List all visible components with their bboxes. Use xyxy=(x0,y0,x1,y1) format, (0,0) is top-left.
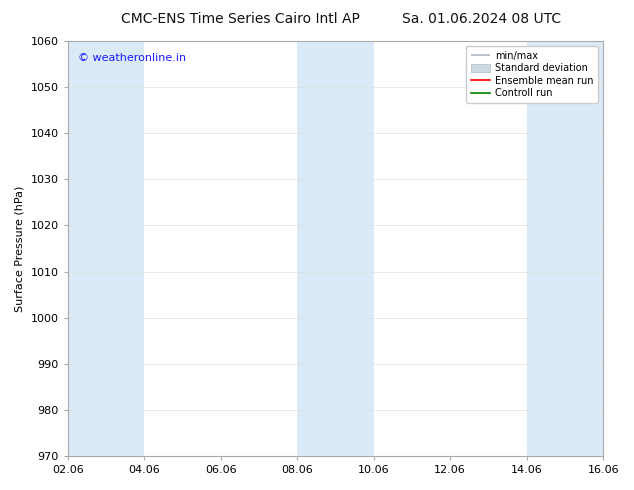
Bar xyxy=(49,41,144,456)
Bar xyxy=(527,41,623,456)
Y-axis label: Surface Pressure (hPa): Surface Pressure (hPa) xyxy=(15,185,25,312)
Bar xyxy=(297,41,373,456)
Text: © weatheronline.in: © weatheronline.in xyxy=(79,53,186,64)
Text: CMC-ENS Time Series Cairo Intl AP: CMC-ENS Time Series Cairo Intl AP xyxy=(122,12,360,26)
Legend: min/max, Standard deviation, Ensemble mean run, Controll run: min/max, Standard deviation, Ensemble me… xyxy=(466,46,598,103)
Text: Sa. 01.06.2024 08 UTC: Sa. 01.06.2024 08 UTC xyxy=(403,12,561,26)
